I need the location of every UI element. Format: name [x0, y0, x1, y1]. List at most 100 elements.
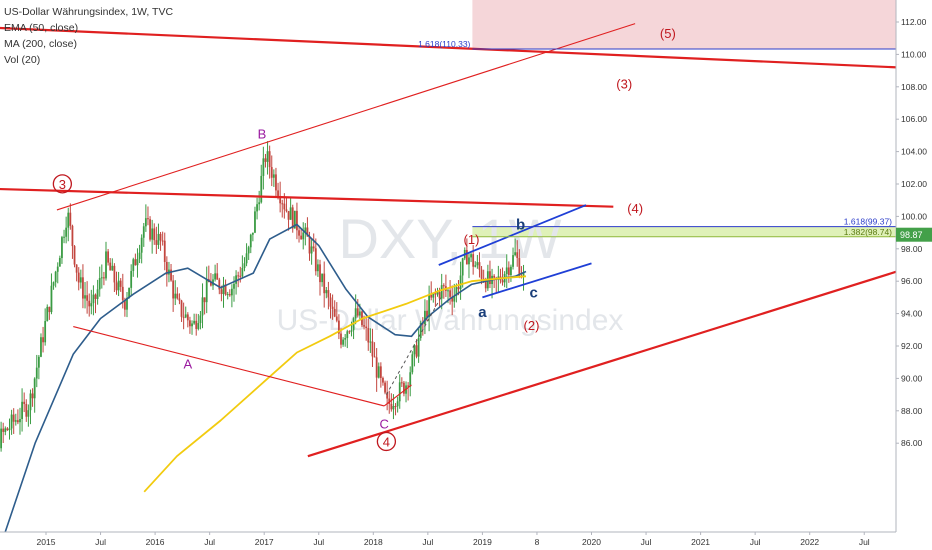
candle-body [459, 275, 462, 290]
candle-body [96, 289, 99, 299]
candle-body [373, 356, 376, 358]
candle-body [285, 209, 288, 212]
candle-body [65, 227, 68, 237]
candle-body [58, 258, 61, 267]
candle-body [346, 331, 349, 339]
candle-body [335, 316, 338, 321]
candle-body [10, 414, 13, 429]
candle-body [84, 295, 86, 299]
candle-body [35, 367, 38, 379]
candle-body [321, 273, 324, 283]
candle-body [327, 290, 330, 298]
candle-body [382, 377, 384, 383]
candle-body [29, 393, 32, 411]
candle-body [403, 382, 405, 394]
candle-body [182, 316, 185, 318]
candle-body [201, 297, 204, 316]
candle-body [82, 277, 84, 299]
candle-body [19, 419, 21, 423]
candle-body [210, 282, 212, 286]
candle-body [342, 339, 344, 345]
candle-body [447, 290, 449, 292]
candle-body [251, 232, 254, 235]
candle-body [505, 267, 508, 275]
candle-body [354, 308, 357, 319]
x-tick-label: 8 [535, 537, 540, 547]
candle-body [191, 323, 193, 327]
candle-body [340, 333, 342, 345]
candle-body [325, 290, 328, 294]
candle-body [476, 262, 479, 266]
candle-body [512, 255, 514, 267]
candle-body [356, 308, 359, 316]
candle-body [489, 271, 491, 285]
candle-body [147, 218, 149, 220]
candle-body [88, 300, 91, 307]
candle-body [430, 294, 433, 298]
candle-body [48, 306, 51, 313]
candle-body [455, 287, 458, 296]
candle-body [275, 174, 277, 191]
candle-body [155, 240, 158, 245]
y-tick-label: 108.00 [901, 82, 927, 92]
candle-body [186, 314, 189, 321]
y-tick-label: 104.00 [901, 147, 927, 157]
candle-body [484, 280, 487, 289]
wave-label-(5): (5) [660, 26, 676, 41]
candle-body [314, 248, 317, 272]
x-tick-label: 2015 [37, 537, 56, 547]
indicators-layer [1, 223, 527, 541]
candle-body [52, 282, 55, 286]
candle-body [224, 284, 227, 295]
x-tick-label: Jul [95, 537, 106, 547]
wave-label-C: C [380, 417, 389, 432]
candle-body [159, 233, 162, 241]
time-axis-bg [0, 532, 932, 550]
last-price-label: 98.87 [900, 230, 923, 240]
candle-body [132, 259, 135, 271]
candle-body [197, 323, 200, 329]
candle-body [254, 211, 256, 233]
candle-body [300, 235, 303, 240]
candle-body [0, 428, 3, 449]
candle-body [442, 285, 445, 287]
candle-body [220, 289, 223, 295]
candle-body [306, 227, 309, 237]
y-tick-label: 90.00 [901, 373, 923, 383]
candle-body [426, 310, 428, 318]
candle-body [367, 328, 370, 343]
legend-ma: MA (200, close) [4, 38, 77, 50]
candle-body [216, 273, 219, 280]
y-tick-label: 98.00 [901, 244, 923, 254]
candle-body [189, 320, 191, 327]
trendlines-layer [0, 23, 898, 458]
candle-body [424, 310, 426, 324]
candle-body [8, 428, 11, 431]
candle-body [54, 271, 57, 283]
candle-body [493, 275, 496, 278]
x-tick-label: Jul [750, 537, 761, 547]
candle-body [337, 320, 340, 334]
candle-body [323, 273, 326, 294]
ma-200-line [143, 275, 527, 493]
trendline-2 [307, 270, 898, 458]
candle-body [33, 378, 36, 399]
candle-body [184, 314, 187, 318]
candle-body [73, 246, 76, 265]
candle-body [94, 294, 97, 299]
candle-body [79, 277, 82, 283]
candle-body [398, 382, 401, 402]
wave-label-(2): (2) [524, 318, 540, 333]
candle-body [178, 298, 181, 301]
candle-body [142, 226, 145, 238]
candle-body [507, 267, 510, 275]
zone-0 [472, 0, 896, 50]
candle-body [415, 345, 418, 357]
candle-body [31, 393, 34, 399]
candle-body [6, 428, 9, 431]
candle-body [4, 428, 7, 432]
candle-body [516, 252, 519, 259]
y-tick-label: 96.00 [901, 276, 923, 286]
candle-body [268, 151, 271, 168]
